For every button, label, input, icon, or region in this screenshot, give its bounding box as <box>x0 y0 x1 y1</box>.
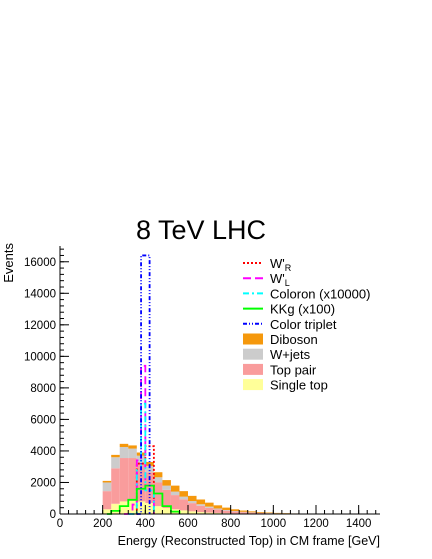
legend-label: Single top <box>270 378 328 393</box>
bar-w-jets <box>119 447 129 459</box>
bar-top-pair <box>222 510 231 514</box>
bar-w-jets <box>162 485 171 490</box>
legend-label: Color triplet <box>270 317 337 332</box>
bar-w-jets <box>222 509 231 511</box>
bar-diboson <box>179 491 188 497</box>
x-tick-label: 400 <box>136 518 155 530</box>
bar-single-top <box>119 501 129 514</box>
y-tick-label: 4000 <box>30 446 56 458</box>
y-tick-label: 0 <box>50 509 56 521</box>
bar-top-pair <box>247 512 257 514</box>
bar-diboson <box>247 511 257 513</box>
bar-top-pair <box>205 507 214 513</box>
bar-single-top <box>179 510 188 514</box>
x-tick-label: 0 <box>57 518 63 530</box>
bar-w-jets <box>179 496 188 500</box>
bar-diboson <box>170 485 180 492</box>
bar-w-jets <box>230 511 240 512</box>
bar-single-top <box>153 506 163 514</box>
bar-top-pair <box>128 458 137 501</box>
bar-w-jets <box>153 477 163 483</box>
legend-label: Coloron (x10000) <box>270 286 370 301</box>
bar-top-pair <box>162 489 171 509</box>
legend-label: W'R <box>270 256 292 273</box>
chart-title: 8 TeV LHC <box>136 215 266 245</box>
legend-label: KKg (x100) <box>270 302 335 317</box>
legend-swatch-box <box>243 333 263 345</box>
x-tick-label: 1400 <box>346 518 372 530</box>
bar-diboson <box>145 461 154 466</box>
bar-top-pair <box>256 512 265 514</box>
legend-label: W'L <box>270 271 290 288</box>
legend-label: W+jets <box>270 347 311 362</box>
bar-w-jets <box>145 465 154 473</box>
x-tick-label: 1200 <box>303 518 329 530</box>
x-tick-label: 1000 <box>261 518 287 530</box>
bar-w-jets <box>111 457 120 469</box>
bar-top-pair <box>188 503 197 512</box>
y-tick-label: 6000 <box>30 414 56 426</box>
bar-w-jets <box>196 504 206 506</box>
bar-diboson <box>111 454 120 458</box>
bar-single-top <box>145 502 154 514</box>
legend-label: Diboson <box>270 332 318 347</box>
bar-single-top <box>205 512 214 514</box>
x-axis-label: Energy (Reconstructed Top) in CM frame [… <box>118 534 380 548</box>
bar-top-pair <box>170 495 180 510</box>
bar-top-pair <box>119 458 129 502</box>
bar-diboson <box>162 480 171 486</box>
bar-single-top <box>111 503 120 514</box>
x-tick-label: 800 <box>221 518 240 530</box>
bar-diboson <box>239 510 248 512</box>
bar-single-top <box>136 501 146 514</box>
bar-diboson <box>128 445 137 449</box>
x-tick-label: 200 <box>93 518 112 530</box>
bar-w-jets <box>102 482 112 492</box>
legend-swatch-box <box>243 379 263 391</box>
bar-diboson <box>213 505 223 509</box>
bar-w-jets <box>170 491 180 496</box>
bar-top-pair <box>213 509 223 513</box>
bar-diboson <box>196 499 206 505</box>
bar-top-pair <box>136 463 146 502</box>
bar-diboson <box>205 502 214 507</box>
bar-top-pair <box>196 505 206 513</box>
y-tick-label: 10000 <box>24 351 56 363</box>
y-tick-label: 12000 <box>24 320 56 332</box>
bar-w-jets <box>136 455 146 464</box>
bar-diboson <box>222 507 231 510</box>
legend-swatch-box <box>243 348 263 360</box>
legend-swatch-box <box>243 363 263 375</box>
bar-single-top <box>196 512 206 514</box>
bar-diboson <box>119 443 129 447</box>
bar-w-jets <box>213 508 223 510</box>
x-tick-label: 600 <box>178 518 197 530</box>
legend-label: Top pair <box>270 362 317 377</box>
bar-diboson <box>230 509 240 512</box>
y-tick-label: 14000 <box>24 288 56 300</box>
y-axis-label: Events <box>1 243 16 283</box>
bar-single-top <box>102 509 112 514</box>
bar-top-pair <box>239 512 248 514</box>
bar-single-top <box>162 508 171 514</box>
bar-single-top <box>188 511 197 514</box>
bar-diboson <box>264 512 274 514</box>
bar-top-pair <box>102 491 112 510</box>
bar-top-pair <box>111 468 120 504</box>
bar-top-pair <box>145 472 154 503</box>
bar-diboson <box>256 511 265 513</box>
bar-top-pair <box>179 499 188 511</box>
y-tick-label: 2000 <box>30 477 56 489</box>
bar-diboson <box>188 495 197 502</box>
bar-diboson <box>153 472 163 478</box>
bar-w-jets <box>205 506 214 508</box>
bar-diboson <box>102 480 112 483</box>
bar-w-jets <box>128 448 137 459</box>
bar-w-jets <box>188 501 197 504</box>
y-tick-label: 16000 <box>24 257 56 269</box>
y-tick-label: 8000 <box>30 383 56 395</box>
bar-top-pair <box>230 511 240 514</box>
bar-single-top <box>213 512 223 514</box>
